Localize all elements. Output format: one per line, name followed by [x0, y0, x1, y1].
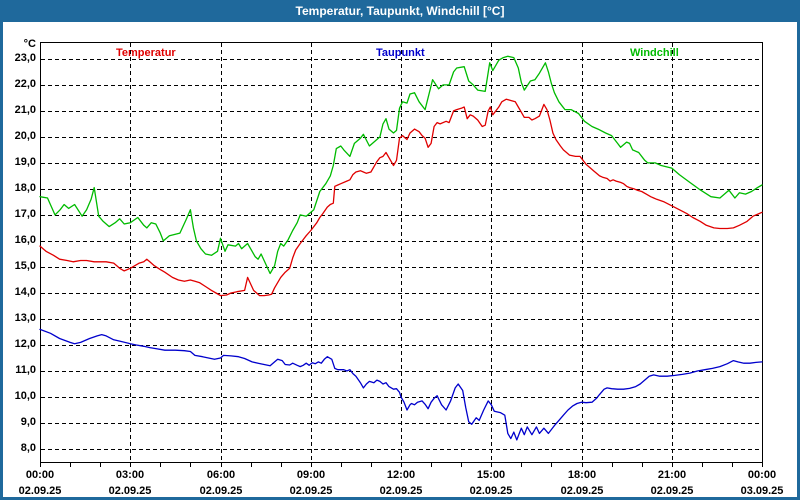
- legend-label-taupunkt: Taupunkt: [376, 47, 425, 59]
- legend-label-windchill: Windchill: [630, 47, 679, 59]
- legend-item-windchill: Windchill: [630, 47, 679, 59]
- title-bar: Temperatur, Taupunkt, Windchill [°C]: [0, 0, 800, 22]
- window-title: Temperatur, Taupunkt, Windchill [°C]: [295, 4, 505, 18]
- legend-item-taupunkt: Taupunkt: [376, 47, 425, 59]
- chart-panel: Temperatur Taupunkt Windchill: [3, 22, 797, 497]
- y-axis-unit-label: °C: [23, 38, 36, 50]
